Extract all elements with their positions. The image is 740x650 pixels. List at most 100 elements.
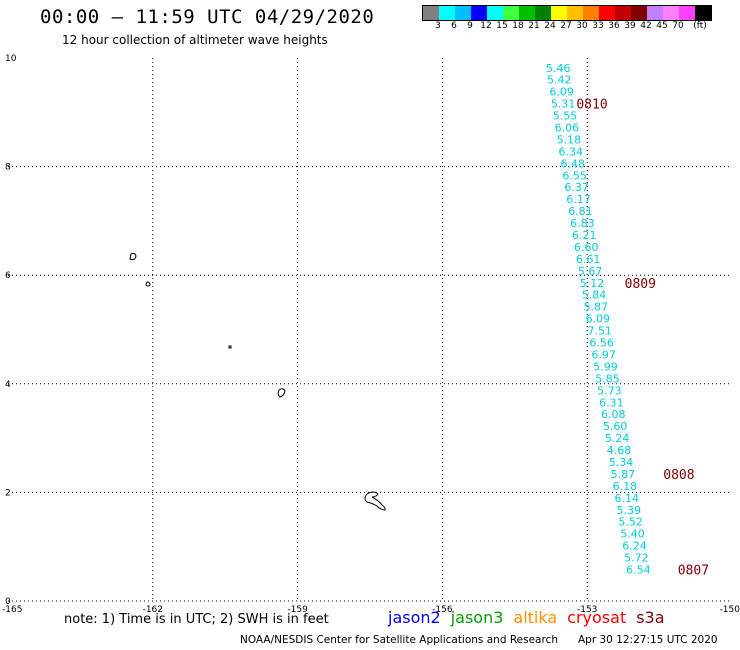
legend-entry-altika: altika xyxy=(513,608,558,627)
colorbar-label: 39 xyxy=(624,21,636,31)
legend-entry-jason3: jason3 xyxy=(450,608,504,627)
swh-value-label: 5.46 xyxy=(546,62,571,75)
swh-value-label: 5.24 xyxy=(605,432,630,445)
swh-value-label: 5.55 xyxy=(553,110,578,123)
colorbar-swatch xyxy=(599,6,615,20)
swh-value-label: 6.08 xyxy=(601,408,626,421)
y-tick-label: 4 xyxy=(5,380,11,390)
swh-value-label: 5.85 xyxy=(595,372,620,385)
grid xyxy=(8,58,732,602)
swh-value-label: 6.81 xyxy=(568,205,593,218)
satellite-legend: jason2 jason3 altika cryosat s3a xyxy=(388,608,675,627)
swh-value-label: 5.39 xyxy=(616,504,641,517)
footer-note: note: 1) Time is in UTC; 2) SWH is in fe… xyxy=(64,612,329,627)
swh-value-label: 5.52 xyxy=(618,516,643,529)
swh-value-label: 6.61 xyxy=(576,253,601,266)
swh-value-label: 6.18 xyxy=(613,480,638,493)
colorbar-label: 3 xyxy=(435,21,441,31)
colorbar-swatch xyxy=(615,6,631,20)
y-tick-label: 10 xyxy=(5,54,17,64)
colorbar-swatch xyxy=(519,6,535,20)
swh-value-label: 5.67 xyxy=(578,265,603,278)
swh-value-label: 6.31 xyxy=(599,396,624,409)
colorbar-swatch xyxy=(455,6,471,20)
colorbar-swatch xyxy=(439,6,455,20)
island-outline xyxy=(145,281,151,287)
time-mark-label: 0808 xyxy=(663,468,694,483)
swh-value-label: 6.09 xyxy=(549,86,574,99)
swh-value-label: 6.34 xyxy=(559,145,584,158)
swh-value-label: 6.17 xyxy=(566,193,591,206)
y-tick-label: 2 xyxy=(5,488,11,498)
legend-entry-s3a: s3a xyxy=(636,608,665,627)
swh-value-label: 5.42 xyxy=(547,74,572,87)
swh-value-label: 5.72 xyxy=(624,552,649,565)
swh-value-label: 5.18 xyxy=(557,133,582,146)
x-tick-label: -159 xyxy=(287,605,308,615)
time-mark-label: 0810 xyxy=(576,98,607,113)
swh-value-label: 6.06 xyxy=(555,122,580,135)
island-outline xyxy=(228,345,232,349)
swh-value-label: 6.56 xyxy=(589,337,614,350)
legend-entry-jason2: jason2 xyxy=(388,608,441,627)
swh-values: 5.465.426.095.315.556.065.186.346.486.55… xyxy=(546,62,651,577)
swh-value-label: 7.51 xyxy=(587,325,612,338)
swh-value-label: 6.37 xyxy=(564,181,589,194)
x-tick-label: -153 xyxy=(577,605,597,615)
swh-value-label: 6.54 xyxy=(626,564,651,577)
colorbar-swatch xyxy=(583,6,599,20)
colorbar-label: 42 xyxy=(640,21,652,31)
swh-value-label: 6.14 xyxy=(615,492,640,505)
swh-value-label: 6.83 xyxy=(570,217,595,230)
colorbar-label: 70 xyxy=(672,21,684,31)
swh-value-label: 5.60 xyxy=(603,420,628,433)
swh-value-label: 6.24 xyxy=(622,540,647,553)
x-tick-label: -150 xyxy=(720,605,740,615)
colorbar-swatch xyxy=(551,6,567,20)
colorbar-swatch xyxy=(647,6,663,20)
colorbar-label: (ft) xyxy=(693,21,707,31)
colorbar-swatch xyxy=(503,6,519,20)
colorbar-label: 18 xyxy=(512,21,524,31)
colorbar-swatch xyxy=(487,6,503,20)
swh-value-label: 6.21 xyxy=(572,229,597,242)
colorbar-label: 33 xyxy=(592,21,604,31)
colorbar-label: 30 xyxy=(576,21,588,31)
page-title: 00:00 – 11:59 UTC 04/29/2020 xyxy=(40,6,375,28)
colorbar-label: 24 xyxy=(544,21,556,31)
axis-tick-labels: -165 -162 -159 -156 -153 -150 0 2 4 6 8 10 xyxy=(2,54,740,615)
colorbar-label: 9 xyxy=(467,21,473,31)
swh-value-label: 5.40 xyxy=(620,528,645,541)
y-tick-label: 6 xyxy=(5,271,11,281)
colorbar xyxy=(422,5,712,21)
credit-text: NOAA/NESDIS Center for Satellite Applica… xyxy=(240,634,558,646)
colorbar-label: 27 xyxy=(560,21,572,31)
swh-value-label: 5.87 xyxy=(611,468,636,481)
swh-value-label: 6.09 xyxy=(586,313,611,326)
colorbar-swatch xyxy=(471,6,487,20)
swh-value-label: 5.73 xyxy=(597,384,622,397)
colorbar-swatch xyxy=(535,6,551,20)
island-outline xyxy=(129,252,137,261)
time-marks: 0810 0809 0808 0807 xyxy=(576,98,709,579)
swh-value-label: 5.84 xyxy=(582,289,607,302)
page-subtitle: 12 hour collection of altimeter wave hei… xyxy=(62,33,328,47)
colorbar-label: 36 xyxy=(608,21,620,31)
time-mark-label: 0809 xyxy=(625,277,656,292)
colorbar-label: 6 xyxy=(451,21,457,31)
x-tick-label: -156 xyxy=(432,605,453,615)
colorbar-swatch xyxy=(695,6,711,20)
swh-value-label: 4.68 xyxy=(607,444,632,457)
swh-value-label: 5.31 xyxy=(551,98,576,111)
island-outline xyxy=(364,491,386,511)
swh-value-label: 6.55 xyxy=(562,169,587,182)
legend-entry-cryosat: cryosat xyxy=(567,608,627,627)
colorbar-swatch xyxy=(567,6,583,20)
x-tick-label: -165 xyxy=(2,605,22,615)
colorbar-swatch xyxy=(663,6,679,20)
colorbar-swatch xyxy=(631,6,647,20)
colorbar-swatch xyxy=(423,6,439,20)
swh-value-label: 6.60 xyxy=(574,241,599,254)
swh-value-label: 6.48 xyxy=(560,157,585,170)
